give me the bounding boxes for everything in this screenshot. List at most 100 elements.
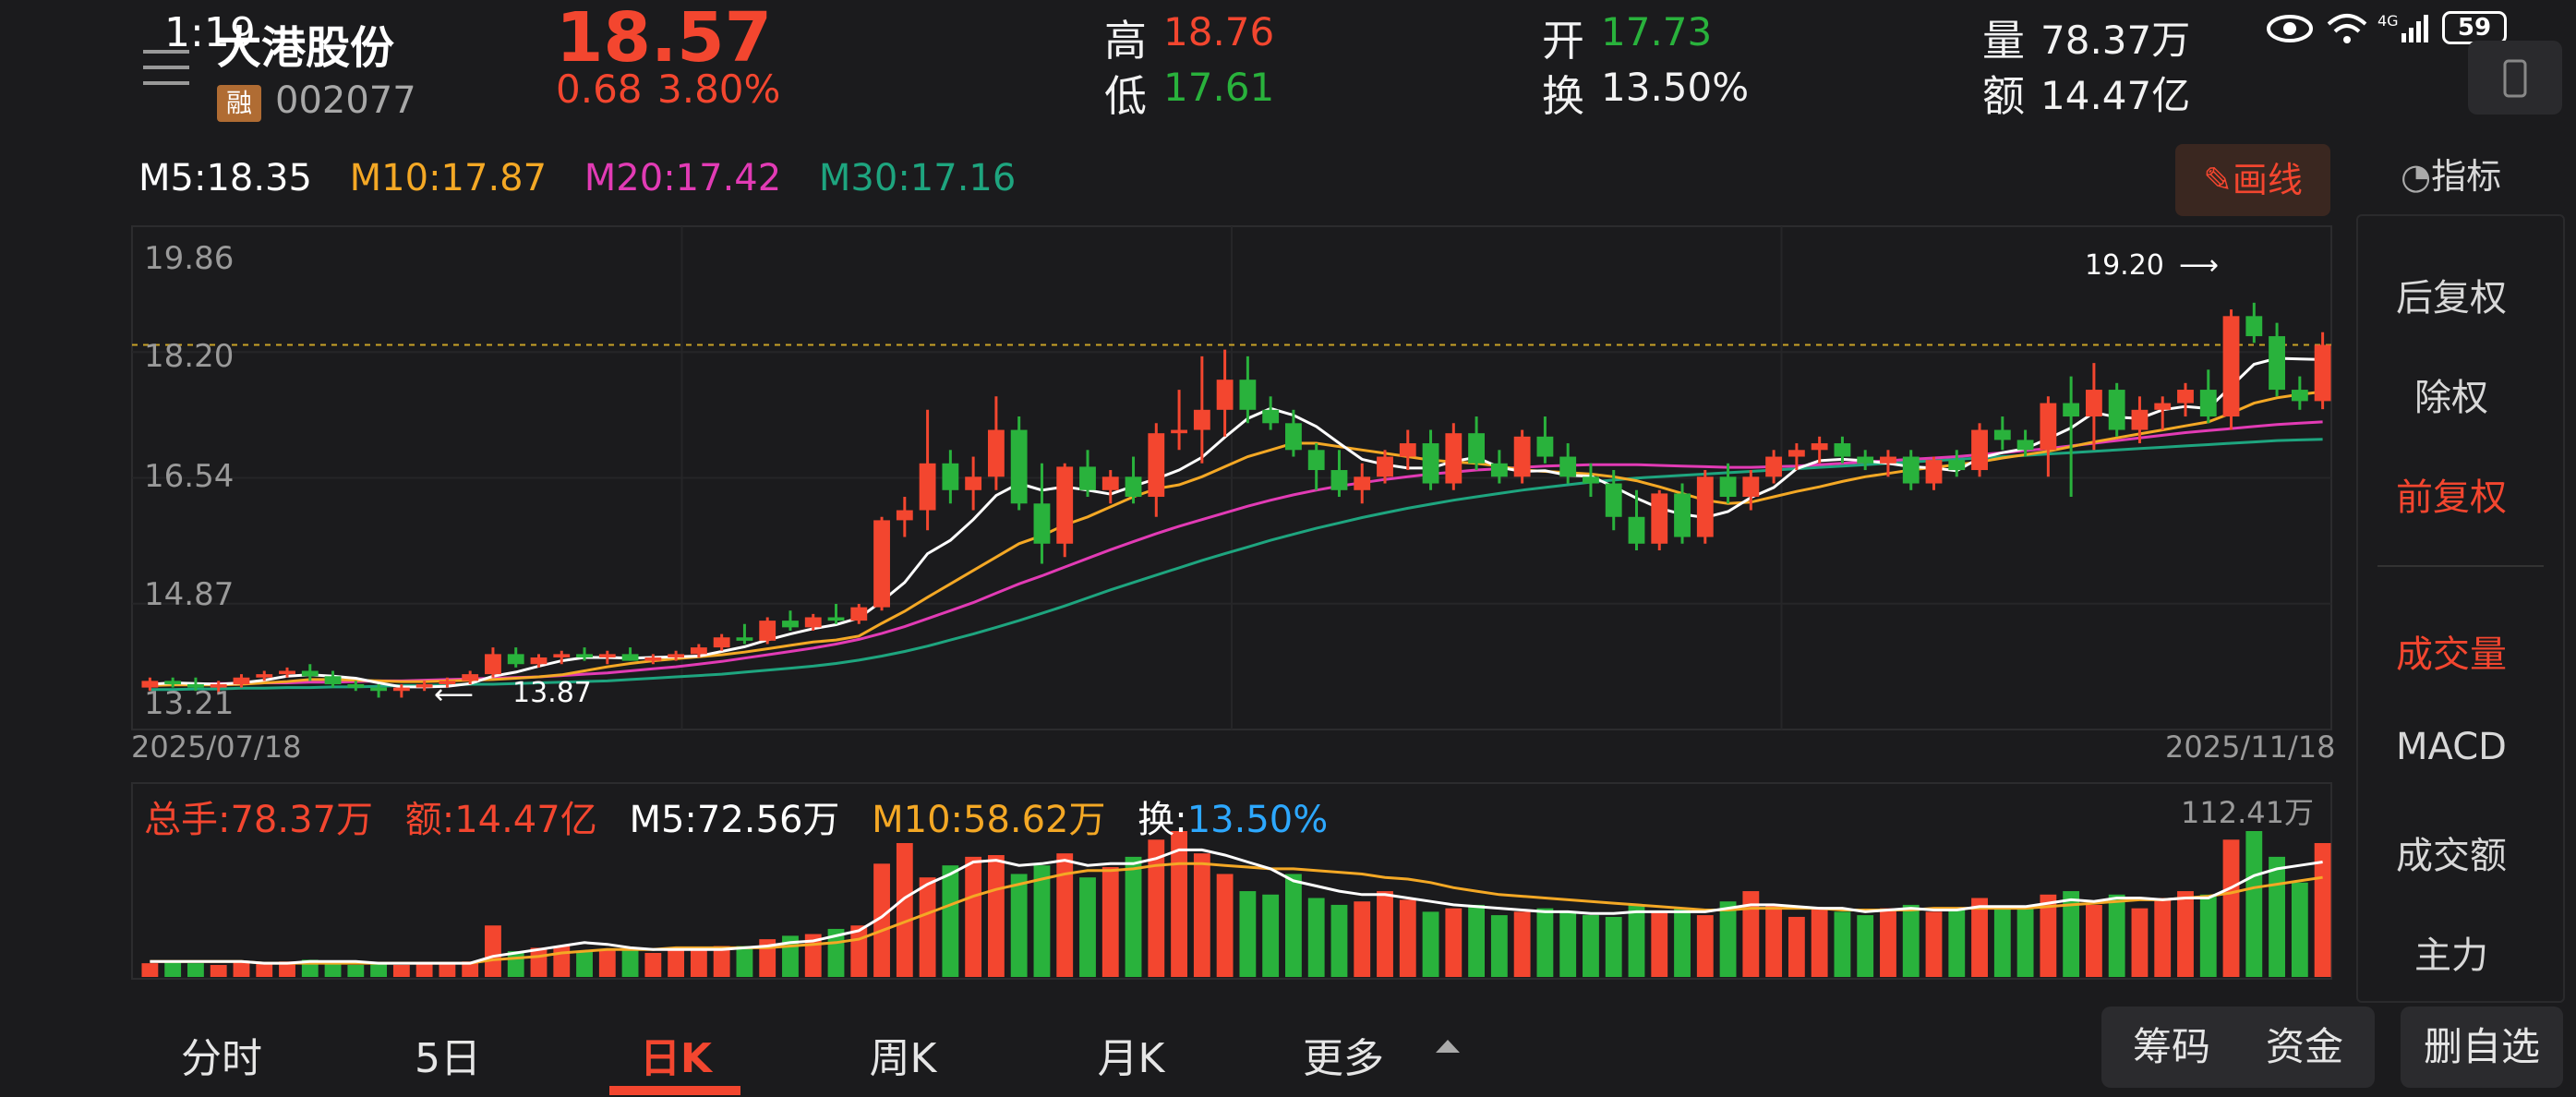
candle-body-16 (507, 654, 524, 665)
candle-body-30 (827, 617, 845, 621)
volume-bar-44 (1148, 839, 1165, 977)
candle-body-20 (598, 654, 616, 657)
sidebar-item-4[interactable]: MACD (2396, 726, 2507, 768)
landscape-toggle-button[interactable] (2468, 41, 2562, 115)
min-price-arrow: ⟵ (434, 679, 475, 711)
tab-monthly-k[interactable]: 月K (1097, 1035, 1165, 1082)
sidebar-item-0[interactable]: 后复权 (2396, 277, 2507, 319)
menu-icon[interactable] (143, 46, 193, 89)
chevron-up-icon[interactable] (1434, 1036, 1462, 1058)
candle-body-82 (2016, 440, 2034, 451)
date-start: 2025/07/18 (131, 729, 302, 765)
volume-bar-11 (392, 964, 410, 977)
low-label: 低 (1104, 71, 1147, 121)
chips-button[interactable]: 筹码 资金 (2101, 1007, 2375, 1088)
sidebar-divider (2377, 565, 2544, 567)
svg-text:4G: 4G (2377, 12, 2399, 30)
tab-5day[interactable]: 5日 (415, 1035, 481, 1082)
eye-icon (2267, 13, 2313, 48)
candle-body-40 (1056, 466, 1074, 544)
stock-name: 大港股份 (217, 22, 395, 74)
high-label: 高 (1104, 16, 1147, 66)
candle-body-37 (987, 429, 1005, 477)
funds-label[interactable]: 资金 (2266, 1024, 2344, 1069)
sidebar-item-2[interactable]: 前复权 (2396, 476, 2507, 519)
volume-bar-67 (1674, 908, 1691, 977)
candle-body-23 (668, 654, 685, 657)
price-change: 0.68 (556, 66, 643, 112)
candle-body-94 (2291, 390, 2308, 402)
candle-body-11 (392, 687, 410, 692)
price-change-pct: 3.80% (657, 66, 781, 112)
gauge-icon: ◔ (2401, 156, 2432, 197)
candle-body-9 (347, 683, 365, 688)
volume-bar-75 (1857, 915, 1874, 977)
volume-bar-62 (1559, 911, 1577, 977)
candle-body-42 (1101, 476, 1119, 490)
candle-body-33 (896, 510, 913, 521)
candle-body-3 (210, 683, 227, 688)
margin-badge: 融 (217, 85, 261, 122)
volume-bar-70 (1742, 891, 1760, 977)
low-value: 17.61 (1163, 65, 1275, 110)
sidebar-item-5[interactable]: 成交额 (2396, 835, 2507, 877)
candle-body-55 (1399, 443, 1416, 457)
volume-label: 量 (1982, 16, 2025, 66)
volume-bar-59 (1490, 915, 1508, 977)
candle-body-15 (485, 654, 501, 675)
tab-daily-k[interactable]: 日K (639, 1035, 713, 1082)
stock-code: 002077 (275, 79, 416, 122)
open-label: 开 (1542, 16, 1584, 66)
volume-bar-77 (1902, 904, 1920, 977)
candle-body-21 (621, 654, 639, 661)
candle-body-84 (2063, 403, 2080, 417)
candle-body-68 (1696, 476, 1714, 537)
candle-body-79 (1948, 460, 1966, 471)
candle-body-27 (759, 621, 776, 641)
volume-bar-17 (530, 947, 548, 977)
volume-bar-18 (553, 946, 571, 977)
candle-body-56 (1422, 443, 1439, 484)
candle-body-19 (576, 654, 593, 657)
price-tick-3: 14.87 (144, 576, 235, 613)
candle-body-6 (279, 670, 295, 675)
active-tab-indicator (609, 1086, 740, 1095)
remove-watchlist-button[interactable]: 删自选 (2401, 1007, 2563, 1088)
candle-body-50 (1285, 423, 1302, 451)
volume-bar-5 (256, 963, 273, 977)
candle-body-58 (1468, 433, 1486, 464)
candle-body-32 (873, 520, 890, 608)
candle-body-70 (1742, 476, 1760, 498)
ma30-legend: M30:17.16 (818, 157, 1017, 199)
volume-bar-73 (1811, 908, 1828, 977)
volume-max: 112.41万 (2181, 795, 2314, 830)
volume-bar-60 (1513, 911, 1531, 977)
volume-bar-46 (1193, 853, 1210, 977)
candle-body-63 (1583, 476, 1599, 484)
volume-bar-58 (1468, 904, 1486, 977)
draw-line-button[interactable]: ✎画线 (2175, 144, 2330, 216)
candle-body-7 (301, 670, 319, 677)
turnover-label: 换 (1542, 71, 1584, 121)
candle-body-75 (1857, 456, 1874, 464)
candle-body-39 (1033, 503, 1051, 544)
sidebar-item-6[interactable]: 主力 (2414, 934, 2488, 977)
volume-bar-88 (2154, 898, 2172, 977)
ma-legend: M5:18.35 M10:17.87 M20:17.42 M30:17.16 (138, 157, 1016, 199)
volume-bar-41 (1079, 877, 1096, 977)
volume-bar-33 (896, 843, 913, 977)
indicator-button[interactable]: ◔指标 (2401, 156, 2502, 197)
volume-bar-82 (2016, 908, 2034, 977)
volume-bar-2 (187, 963, 204, 977)
wifi-icon (2325, 11, 2369, 50)
volume-bar-24 (690, 947, 707, 977)
candle-body-67 (1674, 493, 1691, 537)
candle-body-77 (1902, 456, 1920, 484)
tab-intraday[interactable]: 分时 (181, 1035, 262, 1082)
tab-weekly-k[interactable]: 周K (869, 1035, 937, 1082)
sidebar-item-1[interactable]: 除权 (2414, 377, 2488, 419)
sidebar-item-3[interactable]: 成交量 (2396, 633, 2507, 676)
volume-bar-50 (1285, 874, 1302, 977)
tab-more[interactable]: 更多 (1303, 1035, 1384, 1082)
